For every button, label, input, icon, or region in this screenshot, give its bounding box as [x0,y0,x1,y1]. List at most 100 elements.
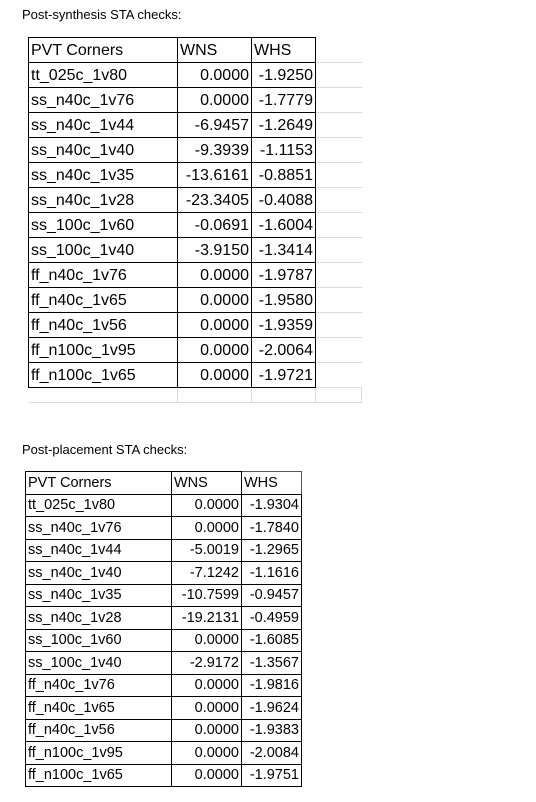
cell-corner[interactable]: ff_n100c_1v65 [28,362,178,388]
empty-cell[interactable] [28,387,178,403]
cell-wns[interactable]: -10.7599 [171,583,242,607]
column-header-wns[interactable]: WNS [177,37,252,63]
cell-corner[interactable]: ss_n40c_1v28 [25,606,172,630]
empty-cell[interactable] [315,237,362,263]
cell-wns[interactable]: 0.0000 [177,312,252,338]
cell-wns[interactable]: -2.9172 [171,651,242,675]
cell-whs[interactable]: -1.9250 [251,62,316,88]
cell-whs[interactable]: -1.9359 [251,312,316,338]
cell-whs[interactable]: -1.2649 [251,112,316,138]
column-header-wns[interactable]: WNS [171,471,242,495]
cell-corner[interactable]: ff_n40c_1v76 [28,262,178,288]
cell-corner[interactable]: tt_025c_1v80 [28,62,178,88]
cell-wns[interactable]: 0.0000 [171,673,242,697]
empty-cell[interactable] [315,62,362,88]
cell-corner[interactable]: ss_100c_1v60 [28,212,178,238]
empty-cell[interactable] [315,312,362,338]
cell-whs[interactable]: -1.9787 [251,262,316,288]
cell-whs[interactable]: -1.6004 [251,212,316,238]
cell-corner[interactable]: ss_100c_1v60 [25,628,172,652]
cell-corner[interactable]: ff_n40c_1v56 [25,718,172,742]
column-header-whs[interactable]: WHS [251,37,316,63]
cell-wns[interactable]: -23.3405 [177,187,252,213]
empty-cell[interactable] [315,112,362,138]
empty-cell[interactable] [315,362,362,388]
cell-whs[interactable]: -0.9457 [241,583,302,607]
empty-cell[interactable] [315,187,362,213]
cell-wns[interactable]: -19.2131 [171,606,242,630]
empty-cell[interactable] [315,287,362,313]
cell-whs[interactable]: -1.9580 [251,287,316,313]
cell-wns[interactable]: 0.0000 [177,337,252,363]
cell-whs[interactable]: -1.9721 [251,362,316,388]
cell-corner[interactable]: ss_n40c_1v40 [28,137,178,163]
cell-corner[interactable]: ff_n40c_1v76 [25,673,172,697]
column-header-corner[interactable]: PVT Corners [28,37,178,63]
cell-whs[interactable]: -1.1153 [251,137,316,163]
cell-corner[interactable]: ss_100c_1v40 [25,651,172,675]
empty-cell[interactable] [315,87,362,113]
cell-whs[interactable]: -1.7840 [241,516,302,540]
cell-whs[interactable]: -1.9816 [241,673,302,697]
cell-wns[interactable]: -9.3939 [177,137,252,163]
cell-wns[interactable]: -0.0691 [177,212,252,238]
cell-wns[interactable]: 0.0000 [177,362,252,388]
cell-wns[interactable]: 0.0000 [177,262,252,288]
cell-whs[interactable]: -2.0084 [241,741,302,765]
empty-cell[interactable] [315,37,362,63]
empty-cell[interactable] [315,262,362,288]
cell-wns[interactable]: 0.0000 [171,516,242,540]
column-header-whs[interactable]: WHS [241,471,302,495]
cell-corner[interactable]: tt_025c_1v80 [25,493,172,517]
cell-corner[interactable]: ff_n100c_1v65 [25,763,172,787]
empty-cell[interactable] [251,387,316,403]
empty-cell[interactable] [315,162,362,188]
cell-wns[interactable]: -5.0019 [171,538,242,562]
cell-whs[interactable]: -2.0064 [251,337,316,363]
cell-wns[interactable]: -6.9457 [177,112,252,138]
cell-whs[interactable]: -0.4959 [241,606,302,630]
cell-whs[interactable]: -1.2965 [241,538,302,562]
cell-wns[interactable]: 0.0000 [171,628,242,652]
cell-whs[interactable]: -1.9383 [241,718,302,742]
cell-wns[interactable]: 0.0000 [171,718,242,742]
cell-corner[interactable]: ss_n40c_1v76 [25,516,172,540]
cell-corner[interactable]: ff_n100c_1v95 [25,741,172,765]
cell-corner[interactable]: ss_100c_1v40 [28,237,178,263]
cell-corner[interactable]: ff_n40c_1v65 [28,287,178,313]
cell-corner[interactable]: ff_n100c_1v95 [28,337,178,363]
cell-whs[interactable]: -0.4088 [251,187,316,213]
cell-corner[interactable]: ss_n40c_1v40 [25,561,172,585]
cell-corner[interactable]: ss_n40c_1v35 [25,583,172,607]
cell-whs[interactable]: -1.3567 [241,651,302,675]
cell-wns[interactable]: -13.6161 [177,162,252,188]
cell-wns[interactable]: 0.0000 [171,696,242,720]
empty-cell[interactable] [315,387,362,403]
cell-wns[interactable]: 0.0000 [177,287,252,313]
cell-corner[interactable]: ss_n40c_1v44 [25,538,172,562]
cell-corner[interactable]: ss_n40c_1v44 [28,112,178,138]
cell-corner[interactable]: ss_n40c_1v35 [28,162,178,188]
column-header-corner[interactable]: PVT Corners [25,471,172,495]
cell-whs[interactable]: -1.1616 [241,561,302,585]
cell-whs[interactable]: -0.8851 [251,162,316,188]
empty-cell[interactable] [315,137,362,163]
cell-whs[interactable]: -1.9624 [241,696,302,720]
empty-cell[interactable] [315,212,362,238]
cell-corner[interactable]: ff_n40c_1v56 [28,312,178,338]
cell-corner[interactable]: ss_n40c_1v28 [28,187,178,213]
cell-wns[interactable]: 0.0000 [177,87,252,113]
cell-whs[interactable]: -1.9751 [241,763,302,787]
cell-corner[interactable]: ff_n40c_1v65 [25,696,172,720]
cell-wns[interactable]: -3.9150 [177,237,252,263]
cell-corner[interactable]: ss_n40c_1v76 [28,87,178,113]
cell-wns[interactable]: 0.0000 [171,763,242,787]
empty-cell[interactable] [177,387,252,403]
cell-wns[interactable]: 0.0000 [171,741,242,765]
empty-cell[interactable] [315,337,362,363]
cell-wns[interactable]: 0.0000 [177,62,252,88]
cell-whs[interactable]: -1.6085 [241,628,302,652]
cell-whs[interactable]: -1.9304 [241,493,302,517]
cell-wns[interactable]: 0.0000 [171,493,242,517]
cell-whs[interactable]: -1.7779 [251,87,316,113]
